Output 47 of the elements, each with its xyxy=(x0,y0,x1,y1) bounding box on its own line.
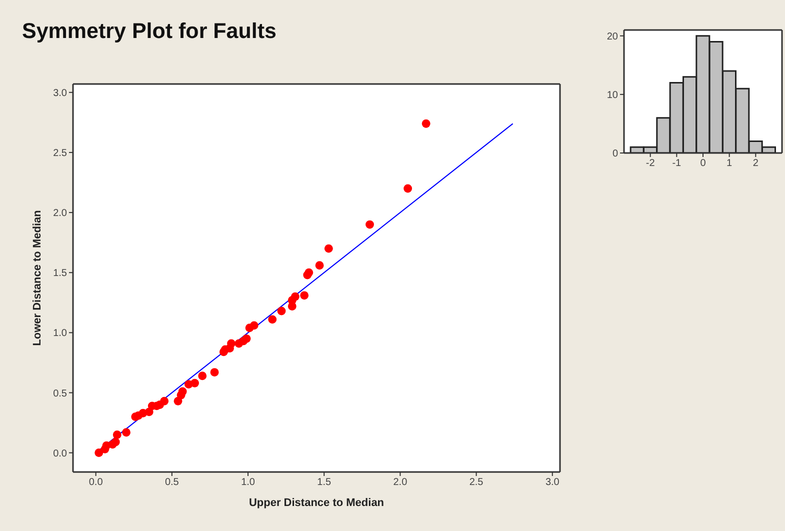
x-tick-label: 0.5 xyxy=(164,477,180,488)
x-tick-label: -1 xyxy=(672,158,682,170)
point xyxy=(300,291,309,300)
point xyxy=(250,321,258,330)
point xyxy=(160,396,169,406)
x-tick-label: 1.0 xyxy=(241,477,256,488)
x-tick-label: -2 xyxy=(646,158,656,170)
x-tick-label: 2.5 xyxy=(469,477,484,488)
y-tick-label: 3.0 xyxy=(53,88,68,99)
point xyxy=(315,261,324,270)
chart-title: Symmetry Plot for Faults xyxy=(22,19,276,44)
point xyxy=(122,428,130,437)
point xyxy=(242,334,251,343)
x-tick-label: 3.0 xyxy=(545,477,560,488)
y-tick-label: 2.0 xyxy=(53,208,68,220)
x-tick-label: 2.0 xyxy=(393,477,408,488)
point xyxy=(111,438,120,446)
x-tick-label: 0 xyxy=(700,158,706,170)
point xyxy=(198,372,207,380)
x-tick-label: 1.5 xyxy=(317,477,332,488)
y-tick-label: 1.5 xyxy=(53,268,68,280)
x-tick-label: 1 xyxy=(726,158,733,170)
y-tick-label: 2.5 xyxy=(53,148,68,160)
point xyxy=(178,387,187,396)
y-tick-label: 10 xyxy=(606,90,618,101)
point xyxy=(268,315,277,324)
y-tick-label: 20 xyxy=(606,31,618,42)
point xyxy=(94,448,104,457)
point xyxy=(112,430,122,439)
y-tick-label: 1.0 xyxy=(53,328,68,340)
point xyxy=(366,220,374,229)
point xyxy=(277,306,286,316)
x-tick-label: 2 xyxy=(752,158,759,170)
point xyxy=(404,184,412,193)
x-tick-label: 0.0 xyxy=(88,477,104,488)
y-tick-label: 0.0 xyxy=(53,448,68,460)
point xyxy=(324,244,333,253)
y-axis-title: Lower Distance to Median xyxy=(31,210,44,346)
y-tick-label: 0 xyxy=(612,148,618,160)
point xyxy=(422,119,430,128)
point xyxy=(227,339,236,348)
point xyxy=(290,292,300,301)
point xyxy=(210,368,219,377)
y-tick-label: 0.5 xyxy=(53,388,68,400)
point xyxy=(304,268,314,277)
x-axis-title: Upper Distance to Median xyxy=(248,497,384,509)
point xyxy=(190,378,199,388)
